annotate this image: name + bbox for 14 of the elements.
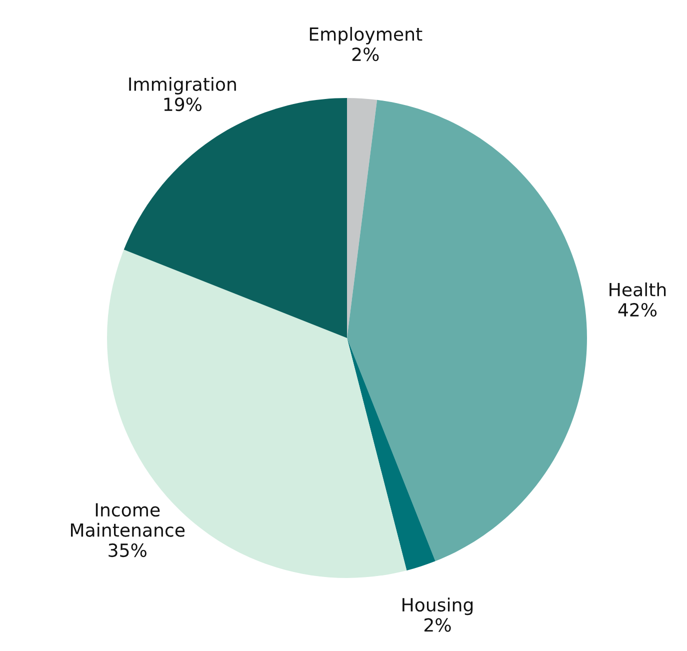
slice-label: Income Maintenance xyxy=(71,503,185,537)
data-label: 2% xyxy=(352,47,379,62)
data-label: 42% xyxy=(618,302,657,317)
slice-label: Housing xyxy=(402,598,473,616)
slice-label: Employment xyxy=(310,26,422,44)
pie-slice xyxy=(124,98,347,338)
data-label: 19% xyxy=(164,98,202,112)
data-label: 2% xyxy=(424,618,451,632)
pie-slice xyxy=(347,338,436,570)
slice-label: Immigration xyxy=(129,76,236,94)
pie-slice xyxy=(347,98,378,338)
slice-label: Health xyxy=(610,282,666,296)
data-label: 35% xyxy=(108,543,146,558)
pie-slice xyxy=(347,100,587,562)
